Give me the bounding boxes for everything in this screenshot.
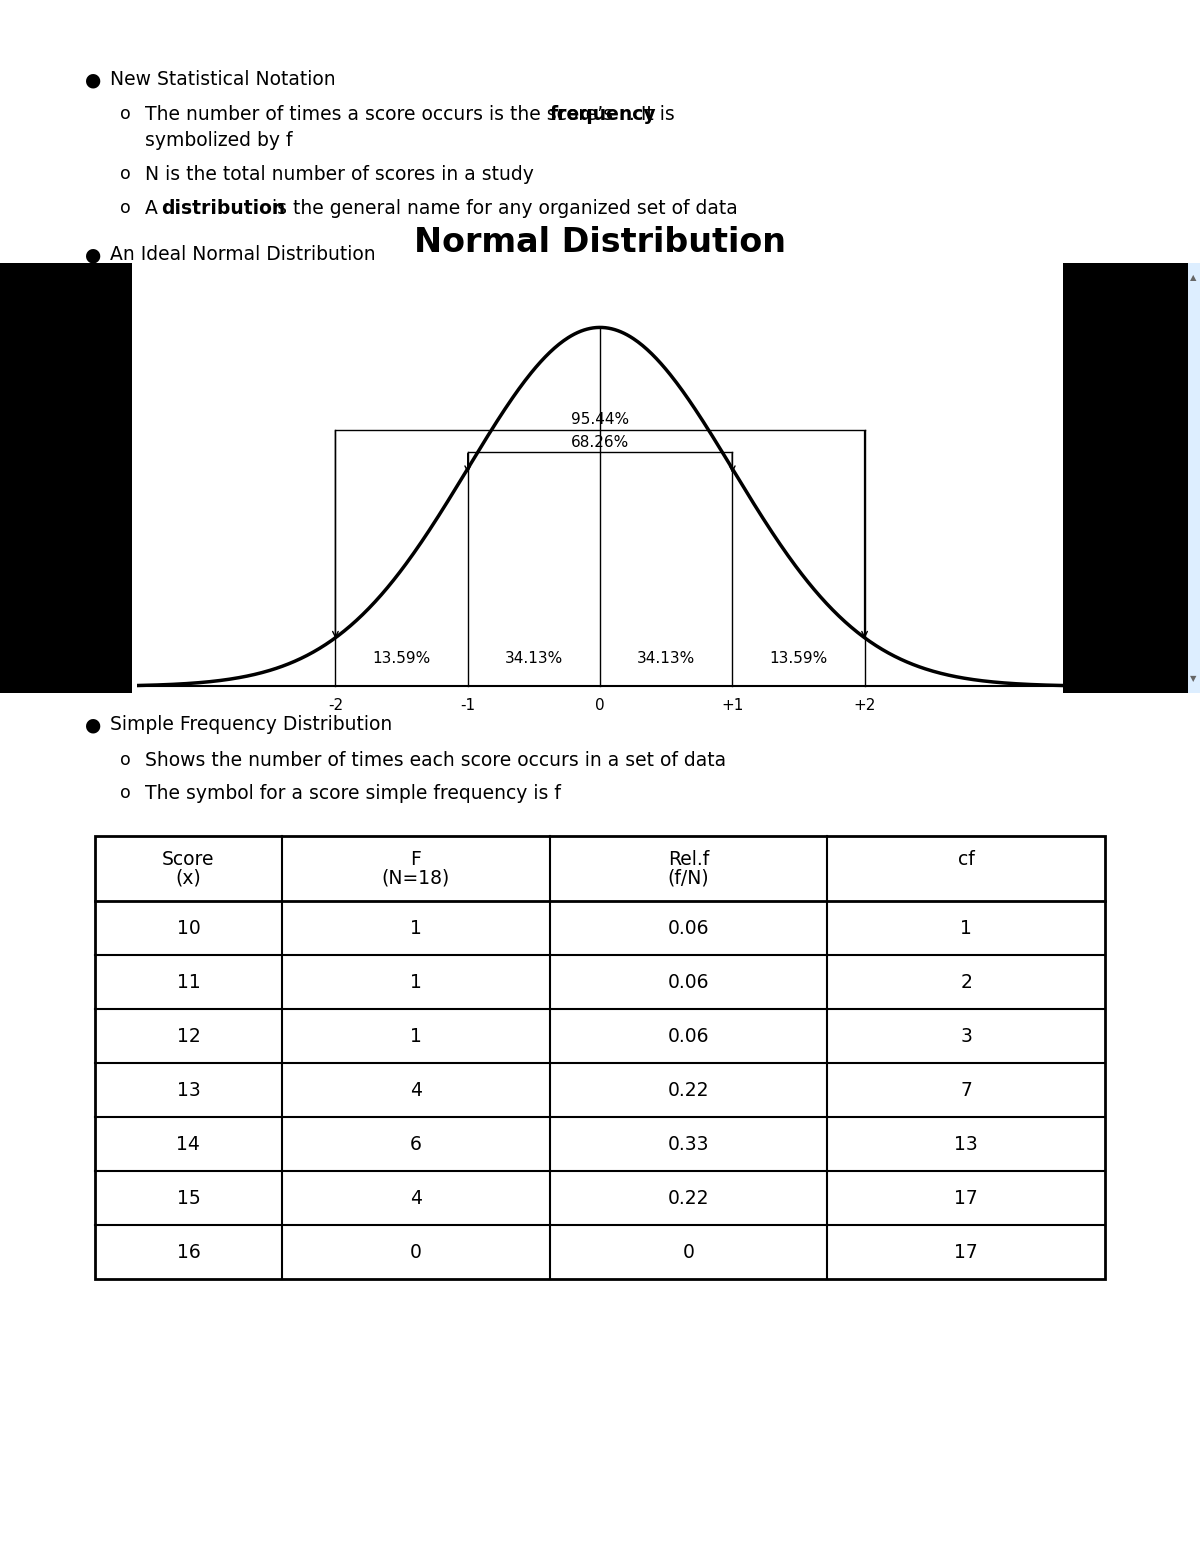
- Text: symbolized by f: symbolized by f: [145, 130, 293, 151]
- Text: An Ideal Normal Distribution: An Ideal Normal Distribution: [110, 245, 376, 264]
- Text: 3: 3: [960, 1027, 972, 1045]
- Text: Shows the number of times each score occurs in a set of data: Shows the number of times each score occ…: [145, 750, 726, 770]
- Text: 0: 0: [683, 1242, 695, 1263]
- Text: (f/N): (f/N): [667, 868, 709, 887]
- Text: 4: 4: [409, 1081, 421, 1100]
- Text: 2: 2: [960, 972, 972, 992]
- Text: 6: 6: [409, 1135, 421, 1154]
- Text: 13.59%: 13.59%: [372, 651, 431, 666]
- Text: 0.33: 0.33: [667, 1135, 709, 1154]
- Text: ●: ●: [85, 716, 101, 735]
- Text: ▼: ▼: [1189, 674, 1196, 683]
- Text: cf: cf: [958, 851, 974, 870]
- Text: 10: 10: [176, 919, 200, 938]
- Text: 14: 14: [176, 1135, 200, 1154]
- Text: The symbol for a score simple frequency is f: The symbol for a score simple frequency …: [145, 784, 560, 803]
- Text: frequency: frequency: [550, 106, 656, 124]
- Text: 0: 0: [409, 1242, 421, 1263]
- Text: N is the total number of scores in a study: N is the total number of scores in a stu…: [145, 165, 534, 183]
- Text: 68.26%: 68.26%: [571, 435, 629, 450]
- Text: 0.06: 0.06: [667, 1027, 709, 1045]
- Text: 15: 15: [176, 1190, 200, 1208]
- Title: Normal Distribution: Normal Distribution: [414, 227, 786, 259]
- Text: Simple Frequency Distribution: Simple Frequency Distribution: [110, 716, 392, 735]
- Text: 7: 7: [960, 1081, 972, 1100]
- Text: 34.13%: 34.13%: [505, 651, 563, 666]
- Text: 0.22: 0.22: [667, 1081, 709, 1100]
- Text: o: o: [120, 784, 131, 803]
- Text: A: A: [145, 199, 164, 217]
- Bar: [1063, 264, 1200, 694]
- Text: Score: Score: [162, 851, 215, 870]
- Text: 13: 13: [176, 1081, 200, 1100]
- Text: 13.59%: 13.59%: [769, 651, 828, 666]
- Text: F: F: [410, 851, 421, 870]
- Text: Rel.f: Rel.f: [667, 851, 709, 870]
- Text: New Statistical Notation: New Statistical Notation: [110, 70, 336, 89]
- Text: o: o: [120, 106, 131, 123]
- Text: ●: ●: [85, 70, 101, 89]
- Bar: [0, 264, 132, 694]
- Text: 34.13%: 34.13%: [637, 651, 695, 666]
- Text: 11: 11: [176, 972, 200, 992]
- Text: ▲: ▲: [1189, 273, 1196, 283]
- Text: 17: 17: [954, 1242, 978, 1263]
- Text: 0.22: 0.22: [667, 1190, 709, 1208]
- Text: 12: 12: [176, 1027, 200, 1045]
- Text: 4: 4: [409, 1190, 421, 1208]
- Bar: [95, 837, 1105, 1280]
- Text: 0.06: 0.06: [667, 972, 709, 992]
- Text: (x): (x): [175, 868, 202, 887]
- Text: o: o: [120, 165, 131, 183]
- Text: 0.06: 0.06: [667, 919, 709, 938]
- Text: 13: 13: [954, 1135, 978, 1154]
- Text: 95.44%: 95.44%: [571, 412, 629, 427]
- Text: (N=18): (N=18): [382, 868, 450, 887]
- Text: 1: 1: [409, 919, 421, 938]
- Text: 16: 16: [176, 1242, 200, 1263]
- Text: The number of times a score occurs is the score’s: The number of times a score occurs is th…: [145, 106, 619, 124]
- Text: 1: 1: [409, 1027, 421, 1045]
- Text: o: o: [120, 750, 131, 769]
- Text: distribution: distribution: [161, 199, 286, 217]
- Text: is the general name for any organized set of data: is the general name for any organized se…: [266, 199, 738, 217]
- Bar: [1188, 264, 1200, 694]
- Text: o: o: [120, 199, 131, 217]
- Text: 17: 17: [954, 1190, 978, 1208]
- Text: 1: 1: [409, 972, 421, 992]
- Text: . It is: . It is: [629, 106, 674, 124]
- Text: 1: 1: [960, 919, 972, 938]
- Text: ●: ●: [85, 245, 101, 264]
